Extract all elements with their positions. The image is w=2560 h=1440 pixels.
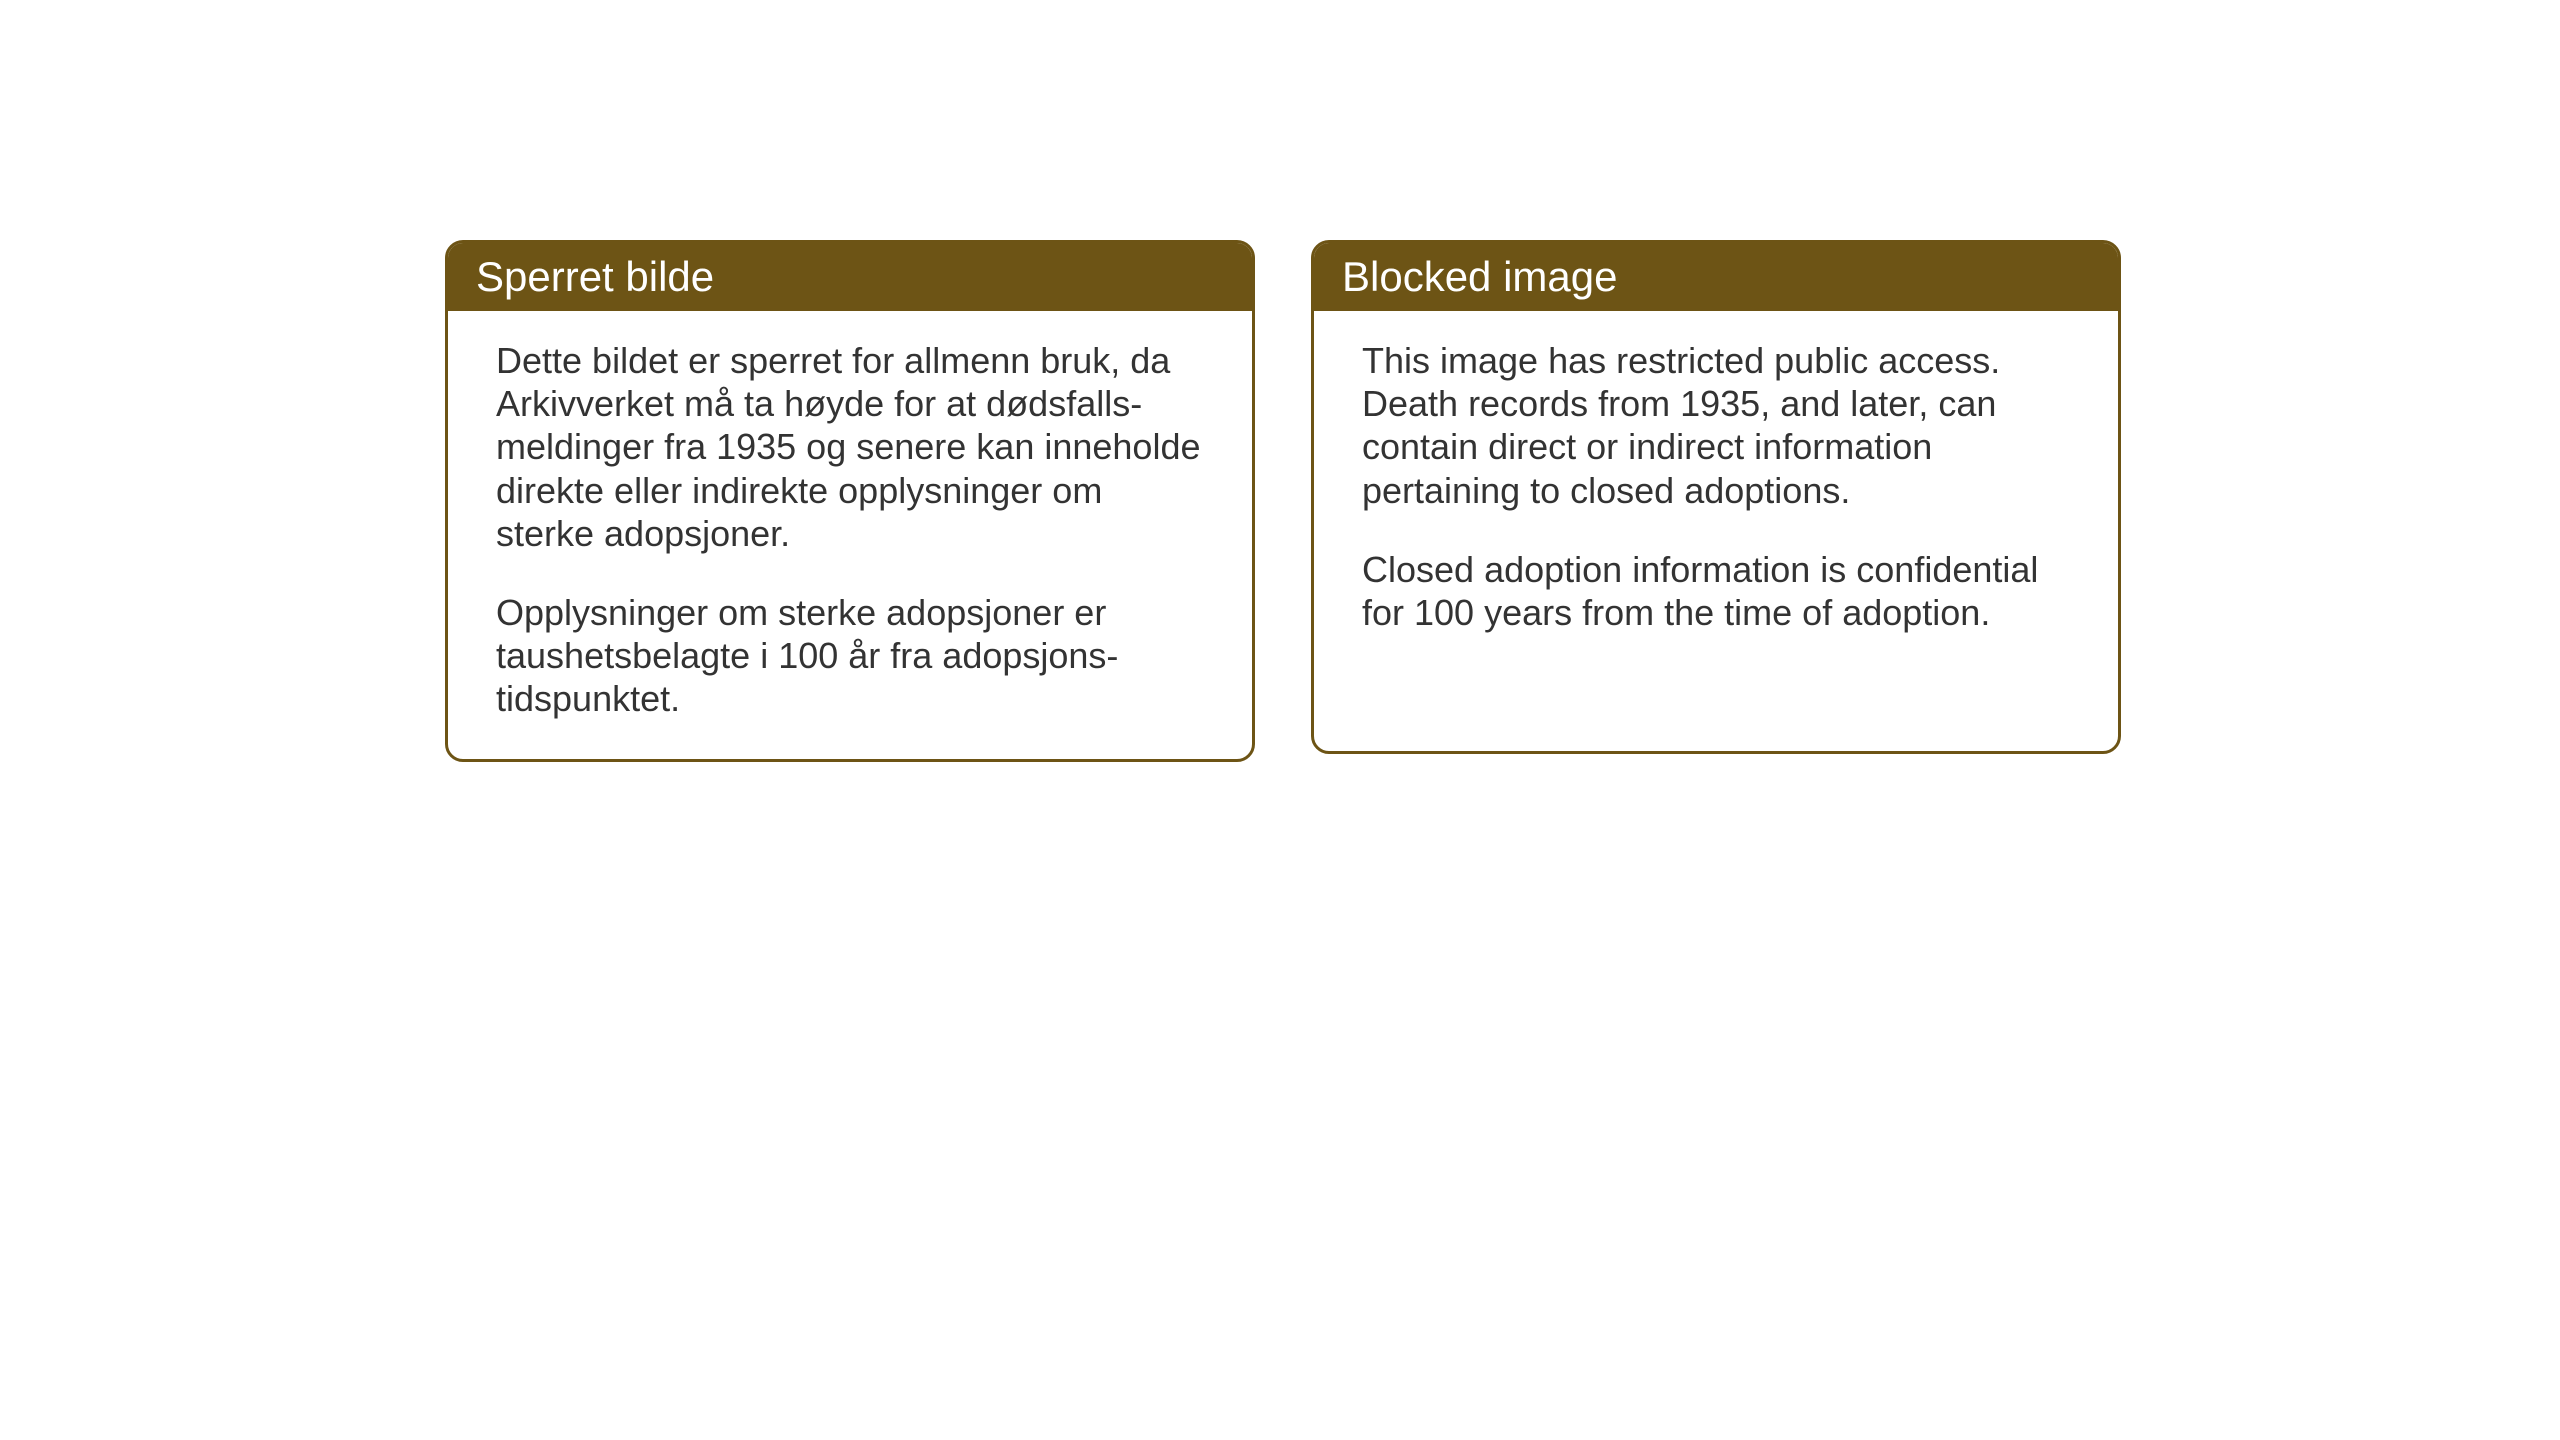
card-paragraph1-english: This image has restricted public access.… <box>1362 339 2070 512</box>
card-body-norwegian: Dette bildet er sperret for allmenn bruk… <box>448 311 1252 759</box>
card-title-norwegian: Sperret bilde <box>476 253 714 300</box>
notice-card-english: Blocked image This image has restricted … <box>1311 240 2121 754</box>
card-paragraph2-norwegian: Opplysninger om sterke adopsjoner er tau… <box>496 591 1204 721</box>
card-title-english: Blocked image <box>1342 253 1617 300</box>
card-header-english: Blocked image <box>1314 243 2118 311</box>
card-header-norwegian: Sperret bilde <box>448 243 1252 311</box>
card-paragraph2-english: Closed adoption information is confident… <box>1362 548 2070 634</box>
notice-card-norwegian: Sperret bilde Dette bildet er sperret fo… <box>445 240 1255 762</box>
notice-container: Sperret bilde Dette bildet er sperret fo… <box>445 240 2121 762</box>
card-paragraph1-norwegian: Dette bildet er sperret for allmenn bruk… <box>496 339 1204 555</box>
card-body-english: This image has restricted public access.… <box>1314 311 2118 672</box>
